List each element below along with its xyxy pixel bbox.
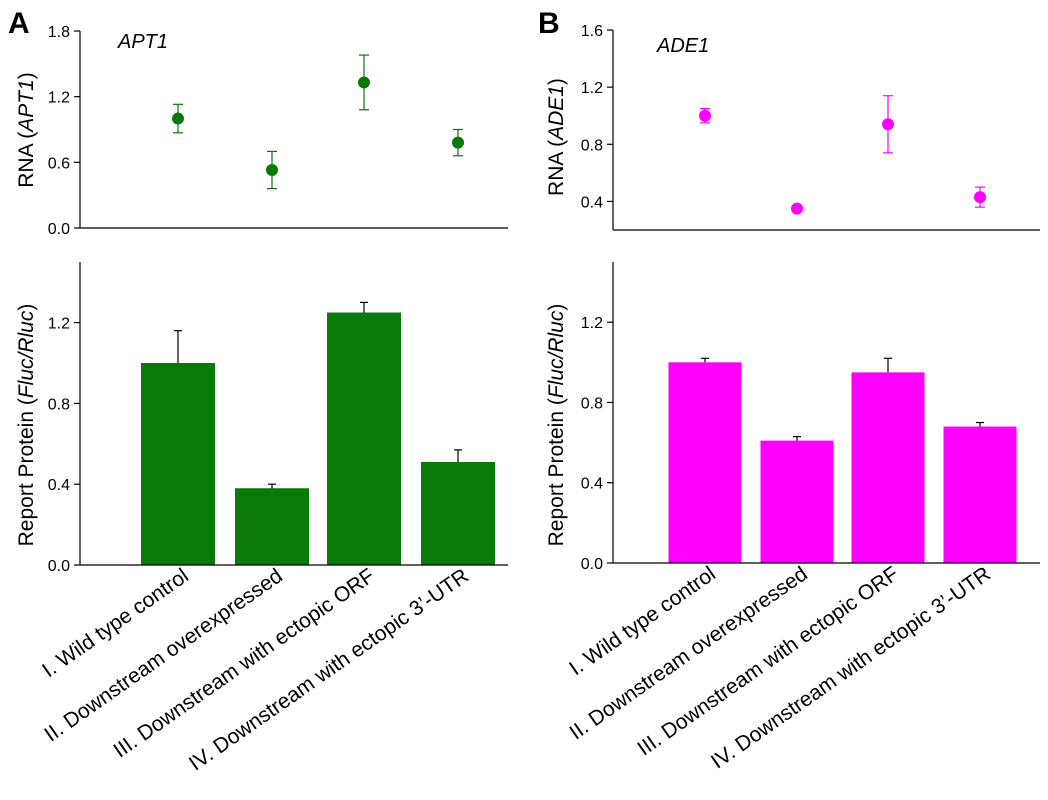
protein-tick-label-a: 0.0 xyxy=(48,558,70,575)
protein-tick-label-b: 0.8 xyxy=(581,395,603,412)
rna-ylabel-b: RNA (ADE1) xyxy=(545,78,568,196)
rna-point-a xyxy=(266,163,278,176)
protein-tick-label-a: 0.4 xyxy=(48,477,70,494)
protein-bar-a xyxy=(421,461,495,565)
rna-tick-label-b: 0.8 xyxy=(581,137,603,154)
protein-tick-label-a: 1.2 xyxy=(48,316,70,333)
panel-b: B ADE1 RNA (ADE1) Report Protein (Fluc/R… xyxy=(538,7,1040,773)
rna-plot-a: 0.0 0.6 1.2 1.8 xyxy=(48,24,508,238)
rna-point-a xyxy=(358,76,370,89)
rna-tick-label-a: 0.6 xyxy=(48,155,70,172)
protein-tick-label-a: 0.8 xyxy=(48,396,70,413)
protein-bar-a xyxy=(141,363,215,565)
panel-letter-b: B xyxy=(538,7,560,40)
rna-point-b xyxy=(791,202,803,215)
protein-tick-label-b: 0.4 xyxy=(581,476,603,493)
protein-bar-b xyxy=(668,362,742,563)
panel-letter-a: A xyxy=(8,7,30,40)
protein-plot-b: 0.0 0.4 0.8 1.2 xyxy=(581,262,1040,573)
protein-tick-label-b: 1.2 xyxy=(581,315,603,332)
gene-title-a: APT1 xyxy=(117,31,168,53)
rna-tick-label-b: 1.2 xyxy=(581,80,603,97)
protein-bar-a xyxy=(327,312,401,565)
protein-bar-b xyxy=(760,440,834,563)
category-label-b: I. Wild type control xyxy=(565,562,720,680)
gene-title-b: ADE1 xyxy=(656,35,709,57)
rna-point-b xyxy=(974,191,986,204)
protein-tick-label-b: 0.0 xyxy=(581,556,603,573)
protein-ylabel-a: Report Protein (Fluc/Rluc) xyxy=(15,304,38,547)
rna-point-a xyxy=(172,112,184,125)
rna-ylabel-a: RNA (APT1) xyxy=(15,72,38,188)
rna-tick-label-b: 1.6 xyxy=(581,23,603,40)
rna-point-b xyxy=(882,118,894,131)
rna-point-b xyxy=(699,109,711,122)
rna-tick-label-a: 1.8 xyxy=(48,24,70,41)
rna-tick-label-a: 1.2 xyxy=(48,90,70,107)
protein-bar-a xyxy=(235,488,309,565)
panel-a: A APT1 RNA (APT1) Report Protein (Fluc/R… xyxy=(8,7,508,775)
protein-ylabel-b: Report Protein (Fluc/Rluc) xyxy=(545,304,568,547)
rna-point-a xyxy=(452,136,464,149)
protein-bar-b xyxy=(851,372,925,563)
protein-plot-a: 0.0 0.4 0.8 1.2 xyxy=(48,262,508,575)
rna-tick-label-a: 0.0 xyxy=(48,221,70,238)
rna-tick-label-b: 0.4 xyxy=(581,194,603,211)
protein-bar-b xyxy=(943,426,1017,563)
rna-plot-b: 0.4 0.8 1.2 1.6 xyxy=(581,23,1040,231)
